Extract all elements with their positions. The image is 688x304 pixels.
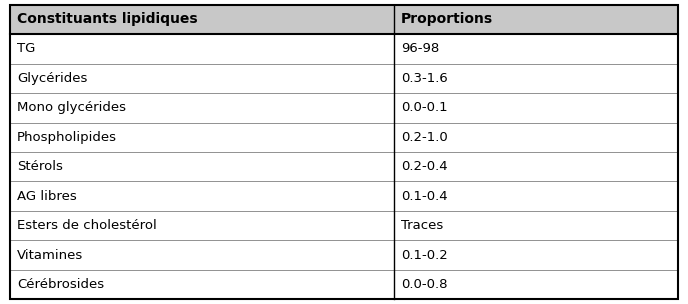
Text: 0.0-0.1: 0.0-0.1 xyxy=(401,101,448,114)
Text: 0.1-0.2: 0.1-0.2 xyxy=(401,249,448,262)
Bar xyxy=(10,123,394,152)
Text: 96-98: 96-98 xyxy=(401,42,439,55)
Bar xyxy=(10,181,394,211)
Bar xyxy=(394,64,678,93)
Bar xyxy=(394,270,678,299)
Bar xyxy=(394,5,678,34)
Text: TG: TG xyxy=(17,42,36,55)
Bar xyxy=(394,181,678,211)
Text: Traces: Traces xyxy=(401,219,443,232)
Text: AG libres: AG libres xyxy=(17,190,77,203)
Text: 0.2-0.4: 0.2-0.4 xyxy=(401,160,448,173)
Bar xyxy=(10,270,394,299)
Text: 0.2-1.0: 0.2-1.0 xyxy=(401,131,448,144)
Bar xyxy=(10,93,394,123)
Bar xyxy=(10,64,394,93)
Text: Glycérides: Glycérides xyxy=(17,72,87,85)
Bar xyxy=(394,123,678,152)
Bar xyxy=(10,5,394,34)
Bar xyxy=(394,211,678,240)
Bar xyxy=(394,34,678,64)
Bar xyxy=(10,211,394,240)
Bar xyxy=(394,152,678,181)
Text: Stérols: Stérols xyxy=(17,160,63,173)
Bar xyxy=(394,93,678,123)
Bar xyxy=(10,240,394,270)
Bar xyxy=(10,152,394,181)
Bar xyxy=(10,34,394,64)
Text: 0.1-0.4: 0.1-0.4 xyxy=(401,190,448,203)
Text: Phospholipides: Phospholipides xyxy=(17,131,117,144)
Text: Vitamines: Vitamines xyxy=(17,249,83,262)
Text: Constituants lipidiques: Constituants lipidiques xyxy=(17,12,198,26)
Text: Proportions: Proportions xyxy=(401,12,493,26)
Bar xyxy=(394,240,678,270)
Text: Esters de cholestérol: Esters de cholestérol xyxy=(17,219,157,232)
Text: Mono glycérides: Mono glycérides xyxy=(17,101,126,114)
Text: 0.0-0.8: 0.0-0.8 xyxy=(401,278,447,291)
Text: Cérébrosides: Cérébrosides xyxy=(17,278,105,291)
Text: 0.3-1.6: 0.3-1.6 xyxy=(401,72,448,85)
